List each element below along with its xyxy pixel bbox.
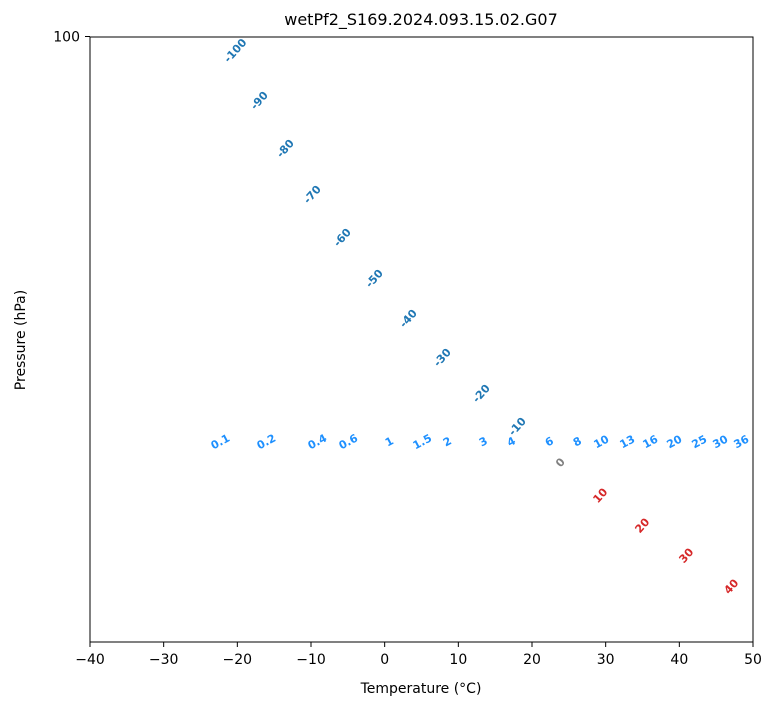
x-axis-label: Temperature (°C) <box>360 681 482 697</box>
y-tick-label: 100 <box>53 30 80 46</box>
dry-adiabat-label: -40 <box>397 307 420 331</box>
dry-adiabat-label: -20 <box>470 382 493 406</box>
mixing-ratio-label: 0.1 <box>209 432 232 453</box>
mixing-ratio-label: 30 <box>711 432 731 451</box>
mixing-ratio-label: 16 <box>641 432 661 451</box>
dry-adiabat-label: -30 <box>431 346 454 370</box>
profile-lines <box>0 0 332 37</box>
x-tick-label: −40 <box>75 652 105 668</box>
mixing-ratio-label: 6 <box>543 434 556 449</box>
moist-adiabat <box>0 0 218 24</box>
x-tick-label: 30 <box>597 652 615 668</box>
y-axis-label: Pressure (hPa) <box>13 290 29 390</box>
dry-adiabat-label: -50 <box>363 267 386 291</box>
dry-adiabat-label: -70 <box>301 183 324 207</box>
dry-adiabat <box>0 0 220 37</box>
x-tick-label: 20 <box>523 652 541 668</box>
x-tick-label: 10 <box>449 652 467 668</box>
moist-adiabat-label: 20 <box>632 515 652 535</box>
mixing-ratio-label: 2 <box>441 434 454 449</box>
dry-adiabat <box>0 0 294 37</box>
moist-adiabat <box>0 0 255 24</box>
x-tick-label: −30 <box>149 652 179 668</box>
x-tick-label: 40 <box>670 652 688 668</box>
dewpoint-profile <box>0 0 287 37</box>
line-labels: -100-90-80-70-60-50-40-30-20-10010203040… <box>209 36 752 597</box>
isotherm-line <box>0 0 268 37</box>
mixing-ratio-label: 36 <box>732 432 752 451</box>
dry-adiabat-label: -80 <box>274 137 297 161</box>
plot-frame <box>89 36 754 643</box>
y-axis-ticks: 1002003004005006007008009001000 <box>53 30 90 46</box>
mixing-ratio-label: 0.6 <box>337 431 361 452</box>
dry-adiabat-label: -100 <box>221 36 249 65</box>
x-tick-label: −10 <box>296 652 326 668</box>
x-tick-label: 0 <box>380 652 389 668</box>
temperature-profile <box>0 0 332 37</box>
moist-adiabat-label: 40 <box>721 576 741 596</box>
isotherm-line <box>0 0 47 37</box>
moist-adiabat <box>0 0 327 24</box>
moist-adiabat-label: 0 <box>553 455 568 470</box>
isotherm-line <box>0 0 195 37</box>
mixing-ratio-label: 0.4 <box>306 431 330 452</box>
x-axis-ticks: −40 −30 −20 −10 0 10 20 30 40 50 <box>75 642 762 668</box>
dry-adiabat-label: -90 <box>248 89 271 113</box>
mixing-ratio-label: 10 <box>592 432 612 451</box>
mixing-ratio-label: 3 <box>477 434 490 449</box>
mixing-ratio-label: 13 <box>618 433 638 452</box>
x-tick-label: 50 <box>744 652 762 668</box>
mixing-ratio-label: 1 <box>383 434 396 449</box>
moist-adiabat <box>0 0 291 24</box>
mixing-ratio-label: 25 <box>690 433 710 452</box>
mixing-ratio-label: 8 <box>571 434 584 449</box>
moist-adiabat-label: 10 <box>590 485 610 505</box>
x-tick-label: −20 <box>223 652 253 668</box>
chart-title: wetPf2_S169.2024.093.15.02.G07 <box>284 10 558 30</box>
mixing-ratio-label: 1.5 <box>411 432 434 453</box>
mixing-ratio-label: 20 <box>665 432 685 451</box>
dry-adiabat-label: -60 <box>331 226 354 250</box>
moist-adiabat-label: 30 <box>676 545 696 565</box>
mixing-ratio-label: 0.2 <box>255 432 278 453</box>
